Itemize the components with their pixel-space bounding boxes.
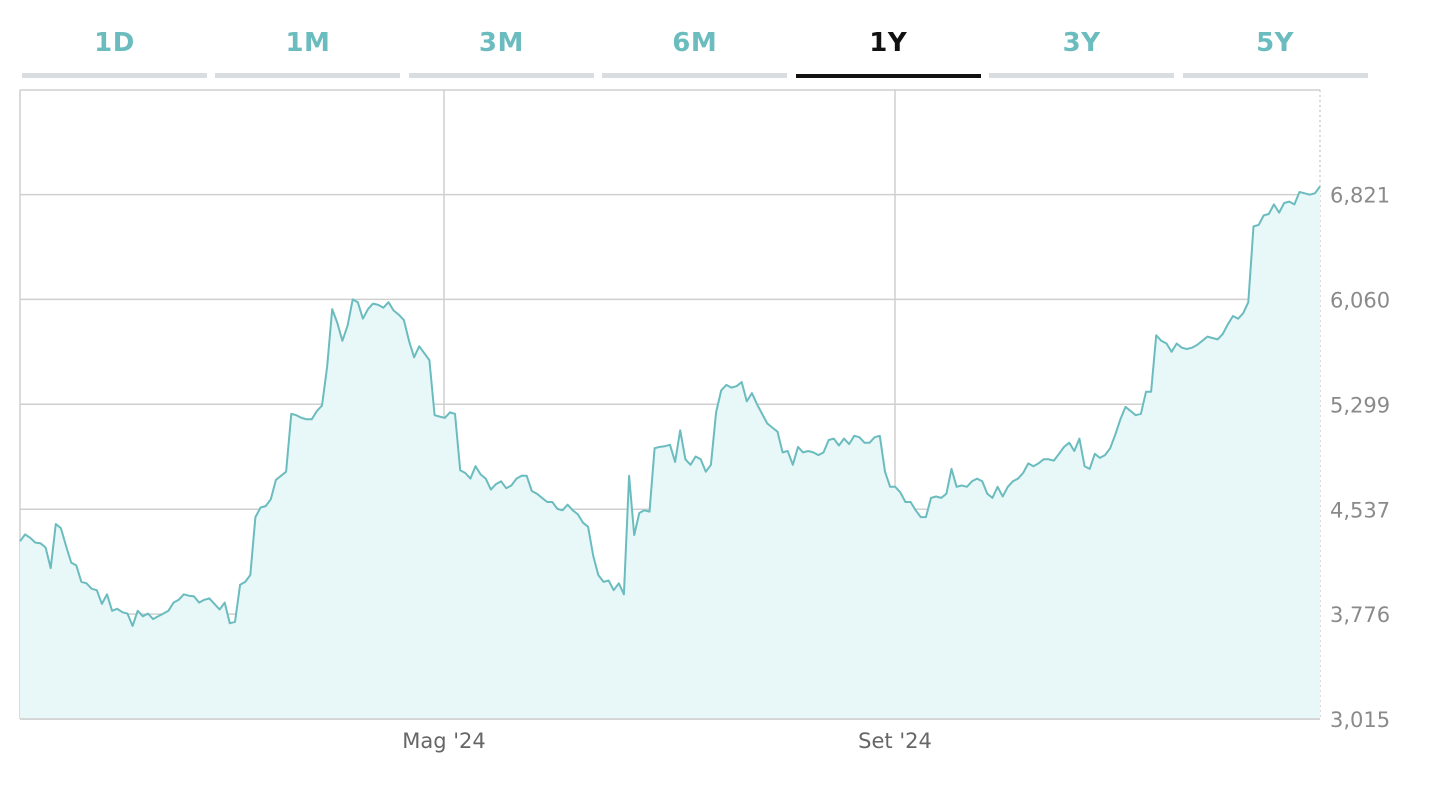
tab-underline bbox=[989, 73, 1175, 78]
y-tick-label: 3,776 bbox=[1330, 603, 1390, 627]
tab-label: 3Y bbox=[1062, 28, 1101, 58]
tab-1m[interactable]: 1M bbox=[215, 0, 401, 80]
x-axis: Mag '24 Set '24 bbox=[402, 729, 932, 753]
tab-1d[interactable]: 1D bbox=[22, 0, 207, 80]
tab-underline bbox=[795, 74, 981, 78]
x-tick-label: Mag '24 bbox=[402, 729, 486, 753]
y-axis: 3,015 3,776 4,537 5,299 6,060 6,821 bbox=[1330, 184, 1390, 732]
tab-label: 6M bbox=[672, 28, 718, 58]
tab-label: 1D bbox=[94, 28, 135, 58]
timeframe-tabs: 1D 1M 3M 6M 1Y 3Y 5Y bbox=[22, 0, 1376, 80]
series-line bbox=[19, 185, 1321, 627]
tab-label: 1Y bbox=[869, 28, 908, 58]
series-area-fill bbox=[20, 186, 1320, 719]
tab-6m[interactable]: 6M bbox=[602, 0, 788, 80]
tab-underline bbox=[602, 73, 788, 78]
y-tick-label: 6,821 bbox=[1330, 184, 1390, 208]
y-tick-label: 6,060 bbox=[1330, 288, 1390, 312]
tab-underline bbox=[408, 73, 594, 78]
y-tick-label: 4,537 bbox=[1330, 498, 1390, 522]
tab-underline bbox=[1182, 73, 1368, 78]
tab-underline bbox=[22, 73, 207, 78]
tab-5y[interactable]: 5Y bbox=[1182, 0, 1368, 80]
tab-3m[interactable]: 3M bbox=[408, 0, 594, 80]
x-tick-label: Set '24 bbox=[858, 729, 932, 753]
tab-label: 3M bbox=[478, 28, 524, 58]
tab-label: 1M bbox=[285, 28, 331, 58]
tab-label: 5Y bbox=[1256, 28, 1295, 58]
y-tick-label: 3,015 bbox=[1330, 708, 1390, 732]
tab-underline bbox=[215, 73, 401, 78]
tab-3y[interactable]: 3Y bbox=[989, 0, 1175, 80]
chart-area bbox=[19, 185, 1321, 720]
y-tick-label: 5,299 bbox=[1330, 393, 1390, 417]
tab-1y[interactable]: 1Y bbox=[795, 0, 981, 80]
